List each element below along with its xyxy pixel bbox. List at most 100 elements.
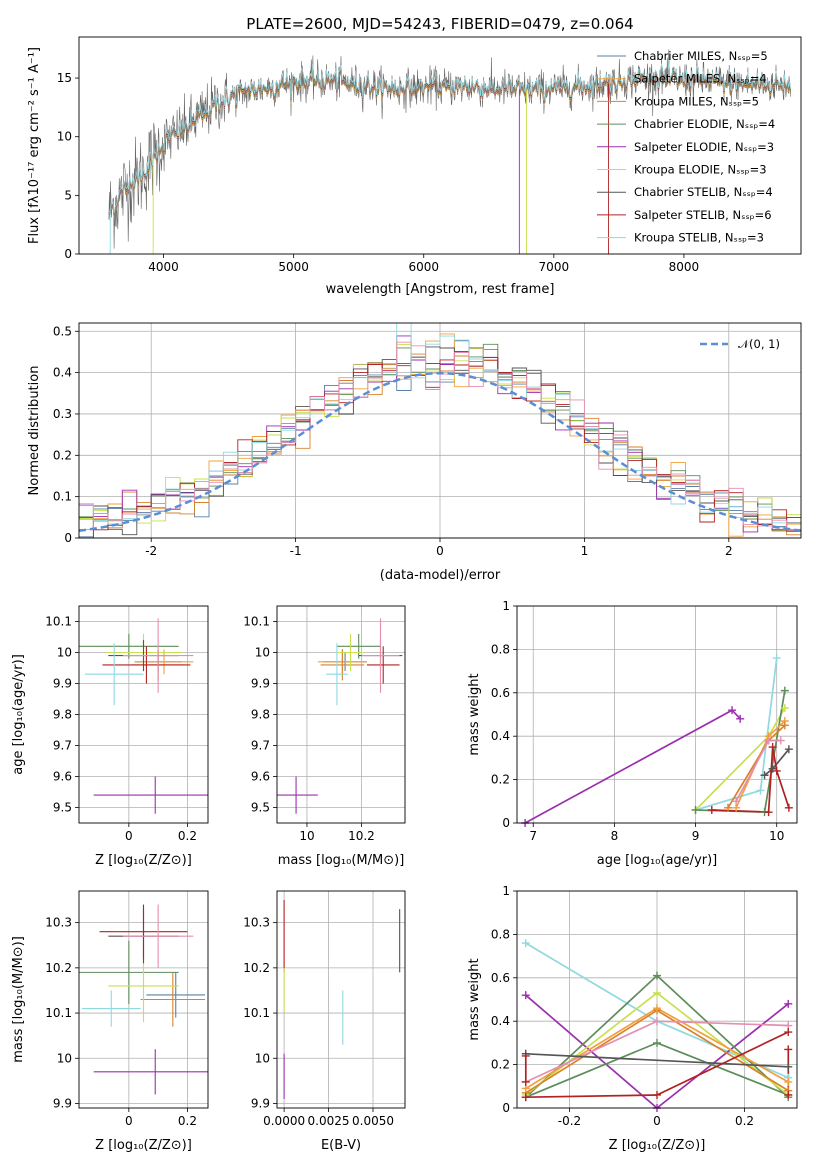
tick-label-y: 9.6 bbox=[53, 770, 72, 784]
tick-label-y: 9.5 bbox=[53, 801, 72, 815]
tick-label-y: 10.1 bbox=[243, 615, 270, 629]
tick-label-y: 0.8 bbox=[491, 642, 510, 656]
legend-entry: Chabrier ELODIE, Nₛₛₚ=4 bbox=[634, 117, 775, 131]
y-axis-label: mass weight bbox=[467, 673, 482, 755]
tick-label-y: 9.7 bbox=[251, 739, 270, 753]
tick-label-y: 9.8 bbox=[251, 708, 270, 722]
weight-marker bbox=[653, 1017, 661, 1026]
tick-label-x: 7 bbox=[529, 829, 537, 843]
axes-frame bbox=[78, 605, 209, 824]
tick-label-y: 10.3 bbox=[243, 916, 270, 930]
residual-histogram-9 bbox=[79, 341, 801, 530]
x-axis-label: wavelength [Angstrom, rest frame] bbox=[326, 282, 555, 297]
axes-spectrum: 4000 5000 6000 7000 8000 0 5 10 15 wavelength [An… bbox=[27, 36, 802, 297]
figure-title: PLATE=2600, MJD=54243, FIBERID=0479, z=0… bbox=[246, 15, 633, 33]
axes-Z_vs_mass: 0 0.2 9.9 10 10.1 10.2 10.3 Z [log₁₀(Z/Z⊙)] mass… bbox=[11, 890, 209, 1153]
axes-weight_vs_Z: -0.2 0 0.2 0 0.2 0.4 0.6 0.8 1 Z [log₁₀(Z/Z⊙)] mas… bbox=[467, 884, 798, 1153]
tick-label-y: 9.6 bbox=[251, 770, 270, 784]
tick-label-x: 0.2 bbox=[735, 1114, 754, 1128]
residual-histogram-8 bbox=[79, 323, 801, 525]
tick-label-x: 0.2 bbox=[178, 829, 197, 843]
tick-label-y: 0 bbox=[502, 1101, 510, 1115]
tick-label-x: 0 bbox=[653, 1114, 661, 1128]
tick-label-x: 0.2 bbox=[178, 1114, 197, 1128]
tick-label-y: 0.4 bbox=[53, 366, 72, 380]
tick-label-y: 0 bbox=[502, 816, 510, 830]
tick-label-x: -1 bbox=[290, 544, 302, 558]
tick-label-x: 4000 bbox=[148, 260, 179, 274]
legend-entry: Kroupa MILES, Nₛₛₚ=5 bbox=[634, 94, 759, 108]
plot-area-Z_vs_mass bbox=[79, 904, 208, 1095]
y-axis-label: age [log₁₀(age/yr)] bbox=[11, 654, 26, 775]
residual-histogram-6 bbox=[79, 346, 801, 538]
weight-marker bbox=[768, 764, 777, 773]
axes-mass_vs_age: 10 10.2 9.5 9.6 9.7 9.8 9.9 10 10.1 mass [log₁₀(M… bbox=[243, 605, 406, 868]
weight-marker bbox=[764, 808, 773, 817]
axes-frame bbox=[276, 890, 406, 1109]
weight-marker bbox=[653, 1090, 661, 1099]
weight-marker bbox=[756, 786, 765, 795]
weight-marker bbox=[784, 1090, 793, 1099]
weight-marker bbox=[521, 1093, 530, 1102]
tick-label-x: 10 bbox=[769, 829, 784, 843]
tick-label-x: 0.0000 bbox=[263, 1114, 305, 1128]
legend-entry: Salpeter ELODIE, Nₛₛₚ=3 bbox=[634, 140, 774, 154]
weight-marker bbox=[521, 991, 530, 1000]
axes-frame bbox=[516, 605, 798, 824]
tick-label-x: 8000 bbox=[669, 260, 700, 274]
plot-area-Z_vs_age bbox=[79, 618, 208, 814]
weight-marker bbox=[691, 805, 700, 814]
tick-label-x: 0.0025 bbox=[308, 1114, 350, 1128]
weight-marker bbox=[521, 939, 530, 948]
tick-label-x: 7000 bbox=[539, 260, 570, 274]
weight-marker bbox=[653, 1038, 661, 1047]
weight-marker bbox=[728, 706, 737, 715]
axes-Z_vs_age: 0 0.2 9.5 9.6 9.7 9.8 9.9 10 10.1 Z [log₁₀(Z/Z⊙)]… bbox=[11, 605, 209, 868]
tick-label-y: 1 bbox=[502, 599, 510, 613]
weight-marker bbox=[707, 805, 716, 814]
weight-marker bbox=[784, 1028, 793, 1037]
weight-marker bbox=[780, 721, 789, 730]
legend-entry: Chabrier MILES, Nₛₛₚ=5 bbox=[634, 49, 768, 63]
tick-label-y: 0 bbox=[64, 247, 72, 261]
y-axis-label: mass [log₁₀(M/M⊙)] bbox=[11, 936, 26, 1063]
legend-entry: Chabrier STELIB, Nₛₛₚ=4 bbox=[634, 185, 773, 199]
y-axis-label: Flux [fλ10⁻¹⁷ erg cm⁻² s⁻¹ A⁻¹] bbox=[27, 47, 42, 244]
weight-marker bbox=[653, 1004, 661, 1013]
plot-area-ebv_vs_mass bbox=[283, 900, 401, 1099]
weight-marker bbox=[760, 771, 769, 780]
tick-label-y: 0.3 bbox=[53, 407, 72, 421]
tick-label-y: 10 bbox=[255, 1051, 270, 1065]
tick-label-y: 10.1 bbox=[45, 1006, 72, 1020]
legend-entry: Kroupa STELIB, Nₛₛₚ=3 bbox=[634, 231, 764, 245]
weight-line bbox=[695, 657, 778, 811]
tick-label-x: 9 bbox=[692, 829, 700, 843]
legend-entry-gauss: 𝒩(0, 1) bbox=[738, 337, 780, 351]
axes-frame bbox=[78, 322, 802, 539]
tick-label-x: 6000 bbox=[408, 260, 439, 274]
tick-label-x: -0.2 bbox=[558, 1114, 581, 1128]
tick-label-y: 10.2 bbox=[243, 961, 270, 975]
weight-marker bbox=[784, 1077, 793, 1086]
weight-marker bbox=[772, 654, 781, 663]
weight-line bbox=[525, 1052, 789, 1068]
weight-marker bbox=[724, 803, 733, 812]
axes-frame bbox=[78, 36, 802, 255]
tick-label-y: 10 bbox=[57, 646, 72, 660]
weight-marker bbox=[521, 1077, 530, 1086]
legend-entry: Salpeter STELIB, Nₛₛₚ=6 bbox=[634, 208, 772, 222]
tick-label-y: 9.9 bbox=[53, 677, 72, 691]
y-axis-label: mass weight bbox=[467, 958, 482, 1040]
tick-label-y: 0.6 bbox=[491, 971, 510, 985]
x-axis-label: E(B-V) bbox=[321, 1138, 361, 1153]
weight-marker bbox=[772, 766, 781, 775]
axes-frame bbox=[516, 890, 798, 1109]
weight-marker bbox=[784, 803, 793, 812]
tick-label-y: 0.5 bbox=[53, 324, 72, 338]
weight-marker bbox=[780, 686, 789, 695]
tick-label-x: 0 bbox=[125, 829, 133, 843]
tick-label-y: 9.9 bbox=[251, 677, 270, 691]
x-axis-label: Z [log₁₀(Z/Z⊙)] bbox=[95, 853, 192, 868]
residual-histogram-1 bbox=[79, 333, 801, 538]
tick-label-x: 10 bbox=[299, 829, 314, 843]
